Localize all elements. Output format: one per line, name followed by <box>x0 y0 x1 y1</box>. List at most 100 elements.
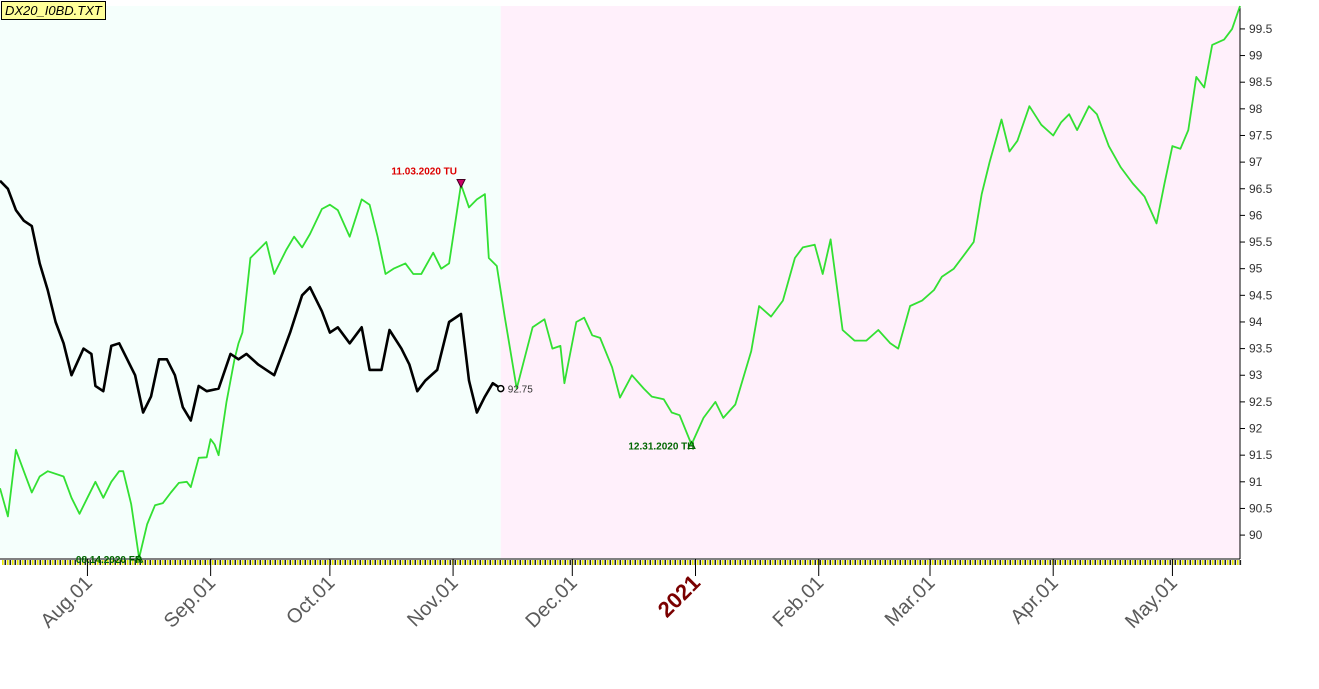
x-minor-tick <box>932 560 934 565</box>
x-minor-tick <box>277 560 279 565</box>
x-minor-tick <box>219 560 222 565</box>
x-minor-tick <box>1219 560 1222 565</box>
x-minor-tick <box>1069 560 1072 565</box>
x-minor-tick <box>837 560 839 565</box>
x-minor-tick <box>709 560 712 565</box>
x-minor-tick <box>589 560 592 565</box>
x-minor-tick <box>1129 560 1132 565</box>
x-minor-tick <box>787 560 789 565</box>
x-minor-tick <box>642 560 644 565</box>
x-minor-tick <box>334 560 337 565</box>
x-minor-tick <box>722 560 724 565</box>
x-minor-tick <box>979 560 982 565</box>
x-minor-tick <box>9 560 12 565</box>
x-minor-tick <box>1224 560 1227 565</box>
forecast-line <box>0 5 1241 559</box>
x-minor-tick <box>1239 560 1242 565</box>
x-minor-tick <box>397 560 399 565</box>
x-minor-tick <box>1174 560 1177 565</box>
x-minor-tick <box>232 560 234 565</box>
x-minor-tick <box>719 560 722 565</box>
x-minor-tick <box>524 560 527 565</box>
x-minor-tick <box>684 560 687 565</box>
x-minor-tick <box>27 560 29 565</box>
x-minor-tick <box>387 560 389 565</box>
x-minor-tick <box>59 560 62 565</box>
x-minor-tick <box>854 560 857 565</box>
x-minor-tick <box>152 560 154 565</box>
x-minor-tick <box>887 560 889 565</box>
x-minor-tick <box>644 560 647 565</box>
x-minor-tick <box>32 560 34 565</box>
x-minor-tick <box>314 560 317 565</box>
x-minor-tick <box>582 560 584 565</box>
x-minor-tick <box>1057 560 1059 565</box>
x-minor-tick <box>809 560 812 565</box>
x-minor-tick <box>724 560 727 565</box>
x-minor-tick <box>1237 560 1239 565</box>
x-minor-tick <box>1064 560 1067 565</box>
x-minor-tick <box>1164 560 1167 565</box>
x-minor-tick <box>902 560 904 565</box>
x-minor-tick <box>1229 560 1232 565</box>
x-minor-tick <box>292 560 294 565</box>
x-minor-tick <box>1119 560 1122 565</box>
annotations: 11.03.2020 TU 08.14.2020 FR 12.31.2020 TH 9… <box>76 166 696 566</box>
x-minor-tick <box>774 560 777 565</box>
x-minor-tick <box>917 560 919 565</box>
x-minor-tick <box>564 560 567 565</box>
x-minor-tick <box>69 560 72 565</box>
x-minor-tick <box>407 560 409 565</box>
x-minor-tick <box>1029 560 1032 565</box>
last-value-marker-icon <box>497 384 505 393</box>
x-minor-tick <box>689 560 692 565</box>
price-line <box>0 179 502 422</box>
x-minor-tick <box>144 560 147 565</box>
x-minor-tick <box>612 560 614 565</box>
x-minor-tick <box>494 560 497 565</box>
x-minor-tick <box>789 560 792 565</box>
x-minor-tick <box>77 560 79 565</box>
x-minor-tick <box>829 560 832 565</box>
x-minor-tick <box>34 560 37 565</box>
x-minor-tick <box>289 560 292 565</box>
x-minor-tick <box>534 560 537 565</box>
x-minor-tick <box>699 560 702 565</box>
x-minor-tick <box>1084 560 1087 565</box>
x-minor-tick <box>652 560 654 565</box>
x-minor-tick <box>924 560 927 565</box>
x-minor-tick <box>1199 560 1202 565</box>
x-minor-tick <box>187 560 189 565</box>
x-minor-tick <box>312 560 314 565</box>
x-minor-tick <box>1044 560 1047 565</box>
x-minor-tick <box>374 560 377 565</box>
x-tick-label: Mar.01 <box>881 572 940 631</box>
x-minor-tick <box>337 560 339 565</box>
x-minor-tick <box>124 560 127 565</box>
x-minor-tick <box>972 560 974 565</box>
x-minor-tick <box>814 560 817 565</box>
peak-annotation: 11.03.2020 TU <box>391 166 457 177</box>
x-minor-tick <box>907 560 909 565</box>
x-minor-tick <box>634 560 637 565</box>
x-minor-tick <box>542 560 544 565</box>
x-minor-tick <box>959 560 962 565</box>
x-minor-tick <box>989 560 992 565</box>
x-minor-tick <box>474 560 477 565</box>
x-minor-tick <box>527 560 529 565</box>
x-minor-tick <box>1039 560 1042 565</box>
x-minor-tick <box>487 560 489 565</box>
x-minor-tick <box>744 560 747 565</box>
x-minor-tick <box>252 560 254 565</box>
x-minor-tick <box>89 560 92 565</box>
x-minor-tick <box>222 560 224 565</box>
x-minor-tick <box>309 560 312 565</box>
x-minor-tick <box>657 560 659 565</box>
x-tick-label: May.01 <box>1121 572 1182 633</box>
x-minor-tick <box>557 560 559 565</box>
x-minor-tick <box>1204 560 1207 565</box>
x-minor-tick <box>714 560 717 565</box>
x-minor-tick <box>269 560 272 565</box>
x-minor-tick <box>489 560 492 565</box>
x-minor-tick <box>129 560 132 565</box>
